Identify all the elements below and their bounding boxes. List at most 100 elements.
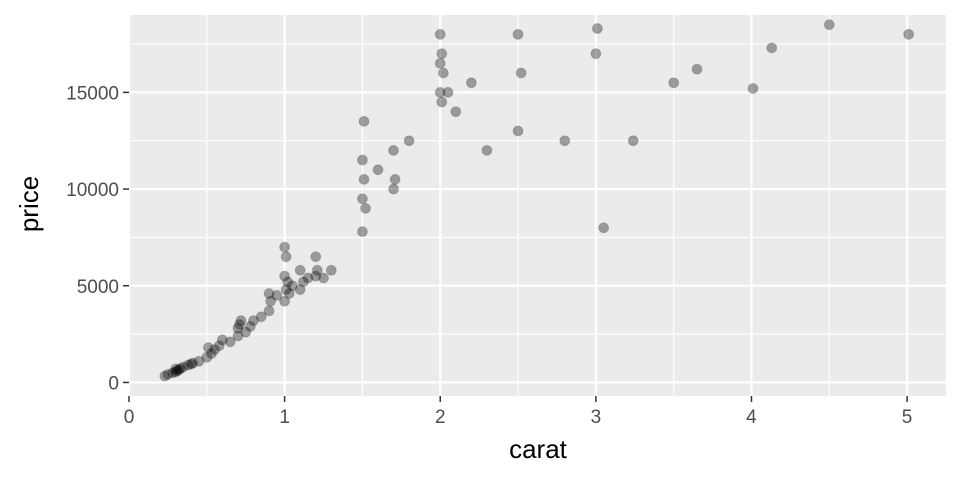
data-point	[263, 287, 275, 299]
data-points	[159, 19, 915, 382]
data-point	[372, 164, 384, 176]
data-point	[297, 276, 309, 288]
data-point	[286, 280, 298, 292]
data-point	[823, 19, 835, 31]
data-point	[358, 173, 370, 185]
y-tick-label: 5000	[77, 277, 119, 298]
data-point	[360, 202, 372, 214]
data-point	[162, 368, 174, 380]
data-point	[170, 366, 182, 378]
data-point	[512, 125, 524, 137]
data-point	[403, 135, 415, 147]
data-point	[233, 318, 245, 330]
data-point	[356, 154, 368, 166]
data-point	[311, 264, 323, 276]
minor-grid	[129, 15, 946, 396]
data-point	[356, 193, 368, 205]
data-point	[627, 135, 639, 147]
x-axis: 0 1 2 3 4 5	[124, 396, 913, 428]
data-point	[213, 340, 225, 352]
x-tick-label: 3	[591, 407, 602, 428]
data-point	[173, 364, 185, 376]
data-point	[318, 272, 330, 284]
major-grid	[127, 15, 946, 396]
data-point	[187, 357, 199, 369]
data-point	[668, 77, 680, 89]
data-point	[240, 326, 252, 338]
data-point	[235, 315, 247, 327]
data-point	[591, 23, 603, 35]
data-point	[436, 96, 448, 108]
data-point	[389, 173, 401, 185]
data-point	[442, 86, 454, 98]
x-axis-title: carat	[509, 434, 568, 464]
data-point	[255, 311, 267, 323]
data-point	[232, 330, 244, 342]
y-axis: 0 5000 10000 15000	[66, 83, 129, 394]
data-point	[282, 276, 294, 288]
data-point	[280, 251, 292, 263]
data-point	[747, 82, 759, 94]
data-point	[691, 63, 703, 75]
data-point	[302, 272, 314, 284]
data-point	[224, 336, 236, 348]
data-point	[201, 351, 213, 363]
data-point	[388, 183, 400, 195]
data-point	[903, 28, 915, 40]
data-point	[434, 86, 446, 98]
y-tick-label: 15000	[66, 83, 119, 104]
data-point	[766, 42, 778, 54]
data-point	[598, 222, 610, 234]
data-point	[174, 363, 186, 375]
data-point	[434, 57, 446, 69]
data-point	[244, 320, 256, 332]
data-point	[465, 77, 477, 89]
data-point	[294, 284, 306, 296]
data-point	[325, 264, 337, 276]
data-point	[310, 270, 322, 282]
data-point	[512, 28, 524, 40]
data-point	[279, 270, 291, 282]
data-point	[437, 67, 449, 79]
x-tick-label: 0	[124, 407, 135, 428]
data-point	[559, 135, 571, 147]
data-point	[590, 48, 602, 60]
plot-panel	[129, 15, 946, 396]
data-point	[450, 106, 462, 118]
data-point	[436, 48, 448, 60]
x-tick-label: 2	[435, 407, 446, 428]
y-axis-title: price	[14, 176, 44, 232]
data-point	[294, 264, 306, 276]
data-point	[177, 361, 189, 373]
data-point	[481, 144, 493, 156]
x-tick-label: 1	[279, 407, 290, 428]
data-point	[279, 295, 291, 307]
data-point	[515, 67, 527, 79]
data-point	[205, 347, 217, 359]
data-point	[170, 363, 182, 375]
x-tick-label: 4	[746, 407, 757, 428]
data-point	[209, 344, 221, 356]
data-point	[279, 241, 291, 253]
data-point	[310, 251, 322, 263]
x-tick-label: 5	[902, 407, 913, 428]
data-point	[247, 315, 259, 327]
data-point	[388, 144, 400, 156]
data-point	[265, 295, 277, 307]
data-point	[358, 115, 370, 127]
data-point	[193, 355, 205, 367]
data-point	[232, 322, 244, 334]
y-tick-label: 0	[108, 373, 119, 394]
data-point	[159, 370, 171, 382]
data-point	[356, 226, 368, 238]
data-point	[202, 342, 214, 354]
data-point	[185, 358, 197, 370]
data-point	[434, 28, 446, 40]
data-point	[167, 367, 179, 379]
data-point	[280, 284, 292, 296]
data-point	[283, 287, 295, 299]
y-tick-label: 10000	[66, 180, 119, 201]
data-point	[271, 289, 283, 301]
data-point	[263, 305, 275, 317]
data-point	[182, 359, 194, 371]
